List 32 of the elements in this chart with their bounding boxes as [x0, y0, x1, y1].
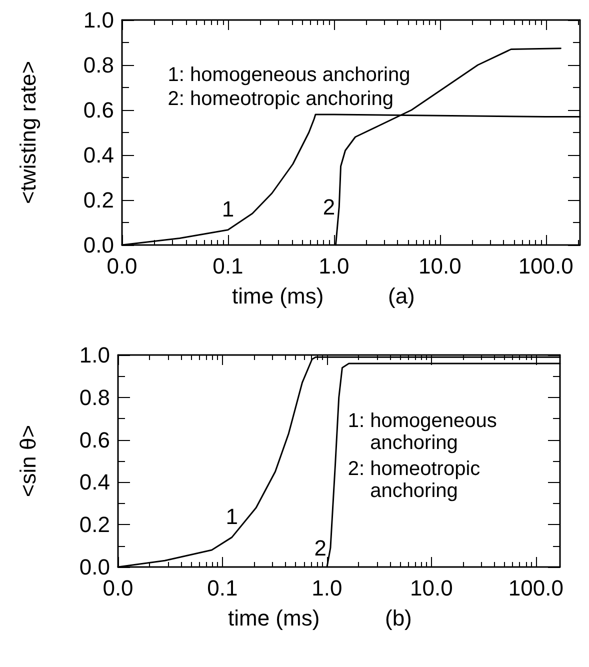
y-tick-label: 0.4 [79, 470, 110, 495]
y-axis-title: <sin θ> [16, 424, 40, 498]
y-tick-label: 1.0 [83, 8, 114, 32]
y-tick-label: 0.2 [79, 512, 110, 538]
x-tick-label: 1.0 [312, 576, 342, 600]
x-tick-label: 10.0 [418, 254, 462, 278]
y-tick-label: 0.8 [79, 384, 110, 410]
x-tick-label: 10.0 [410, 576, 453, 600]
annotation: 1: homogeneous anchoring [168, 64, 410, 86]
x-axis-title: time (ms) [232, 284, 324, 308]
y-tick-label: 0.6 [83, 98, 114, 122]
series-label: 2 [322, 194, 336, 220]
x-axis-title: time (ms) [228, 606, 320, 630]
y-tick-label: 0.6 [79, 427, 110, 452]
annotation: 2: homeotropic anchoring [168, 88, 394, 110]
text: (b) [385, 606, 412, 630]
text: (a) [388, 284, 415, 308]
series-label: 2 [314, 535, 326, 560]
y-axis-title: <twisting rate> [16, 60, 40, 204]
x-tick-label: 100.0 [508, 576, 564, 600]
y-tick-label: 0.2 [83, 188, 114, 212]
x-tick-label: 0.1 [207, 576, 238, 600]
annotation: 2: homeotropic anchoring [348, 458, 480, 502]
x-tick-label: 0.1 [212, 254, 244, 278]
x-tick-label: 1.0 [318, 254, 350, 278]
y-tick-label: 0.4 [83, 142, 114, 168]
annotation: 1: homogeneous anchoring [348, 410, 497, 454]
y-tick-label: 0.8 [83, 52, 114, 78]
y-tick-label: 1.0 [79, 342, 110, 368]
series-label: 1 [222, 196, 234, 222]
series-label: 1 [226, 504, 238, 529]
x-tick-label: 100.0 [518, 254, 574, 278]
